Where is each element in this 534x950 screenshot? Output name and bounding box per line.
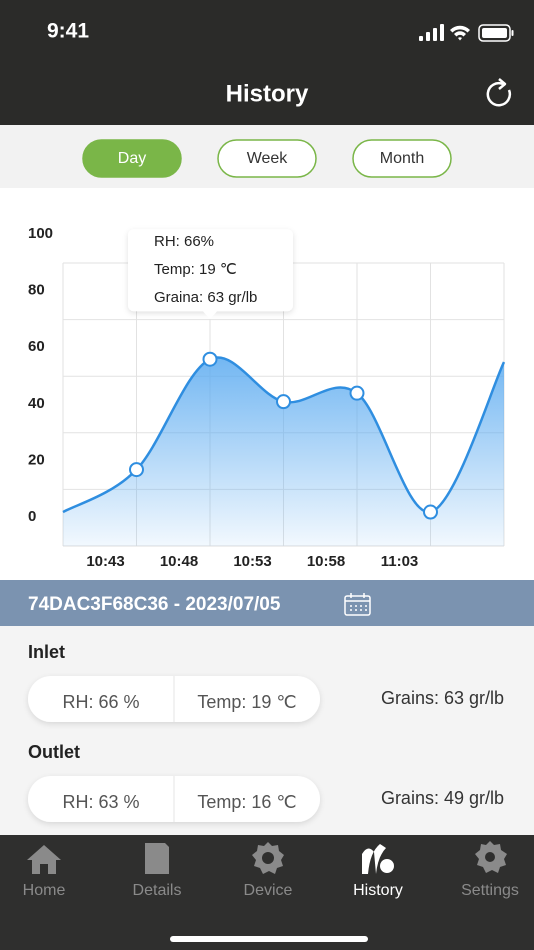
x-tick-label: 10:43 [86, 553, 124, 570]
tab-item[interactable]: Details [133, 843, 182, 899]
area [63, 357, 504, 546]
rh-value: RH: 63 % [62, 792, 139, 812]
status-time: 9:41 [47, 20, 89, 43]
tab-label: Week [247, 150, 289, 167]
point [129, 462, 144, 478]
x-tick-label: 10:53 [233, 553, 271, 570]
temp-value: Temp: 19 ℃ [197, 692, 296, 712]
calendar-button[interactable] [344, 593, 371, 616]
tooltip-line: Temp: 19 ℃ [154, 261, 237, 278]
tab-label: Details [133, 882, 182, 899]
reading-title: Outlet [28, 742, 80, 762]
tooltip-line: Graina: 63 gr/lb [154, 289, 257, 306]
status-icons [419, 24, 514, 42]
tab-icon-clock [378, 857, 396, 875]
tab-label: History [353, 882, 403, 899]
grains-value: Grains: 49 gr/lb [381, 788, 504, 808]
tab-label: Home [23, 882, 66, 899]
tab-pill [352, 139, 452, 178]
tooltip-pointer [202, 310, 218, 320]
rh-value: RH: 66 % [62, 692, 139, 712]
tab-icon-hole [262, 852, 274, 864]
x-tick-label: 10:48 [160, 553, 198, 570]
x-tick-label: 10:58 [307, 553, 345, 570]
tab-item[interactable]: Home [23, 845, 66, 899]
y-tick-label: 0 [28, 508, 36, 525]
tooltip-line: RH: 66% [154, 233, 214, 250]
header-title: History [226, 80, 309, 107]
tab-label: Settings [461, 882, 519, 899]
tab-item[interactable]: History [353, 844, 403, 899]
y-tick-label: 60 [28, 338, 45, 355]
point [423, 504, 438, 520]
point [276, 394, 291, 410]
segment-tab[interactable]: Month [352, 139, 452, 178]
point [349, 385, 365, 401]
refresh-button[interactable] [486, 78, 512, 107]
tab-item[interactable]: Settings [461, 841, 519, 899]
segment-tab[interactable]: Day [82, 139, 182, 178]
home-indicator [170, 936, 368, 942]
tab-icon-hole [485, 852, 495, 862]
tab-label: Month [380, 150, 424, 167]
tooltip-box [128, 229, 293, 312]
tab-icon [145, 843, 169, 874]
tab-icon [362, 844, 386, 874]
tab-label: Device [244, 882, 293, 899]
tab-pill [217, 139, 317, 178]
point [202, 351, 218, 367]
tab-label: Day [118, 150, 146, 167]
reading-title: Inlet [28, 642, 65, 662]
segment-tab[interactable]: Week [217, 139, 317, 178]
tab-pill [82, 139, 182, 178]
device-label: 74DAC3F68C36 - 2023/07/05 [28, 594, 281, 615]
y-tick-label: 80 [28, 282, 45, 299]
x-tick-label: 11:03 [381, 553, 419, 570]
tab-item[interactable]: Device [244, 842, 293, 899]
tooltip: RH: 66% Temp: 19 ℃ Graina: 63 gr/lb [128, 229, 293, 320]
top-bar [0, 0, 534, 125]
grains-value: Grains: 63 gr/lb [381, 688, 504, 708]
tab-icon [27, 845, 61, 874]
y-tick-label: 40 [28, 395, 45, 412]
device-bar [0, 580, 534, 626]
temp-value: Temp: 16 ℃ [197, 792, 296, 812]
y-tick-label: 20 [28, 451, 45, 468]
y-tick-label: 100 [28, 225, 53, 242]
